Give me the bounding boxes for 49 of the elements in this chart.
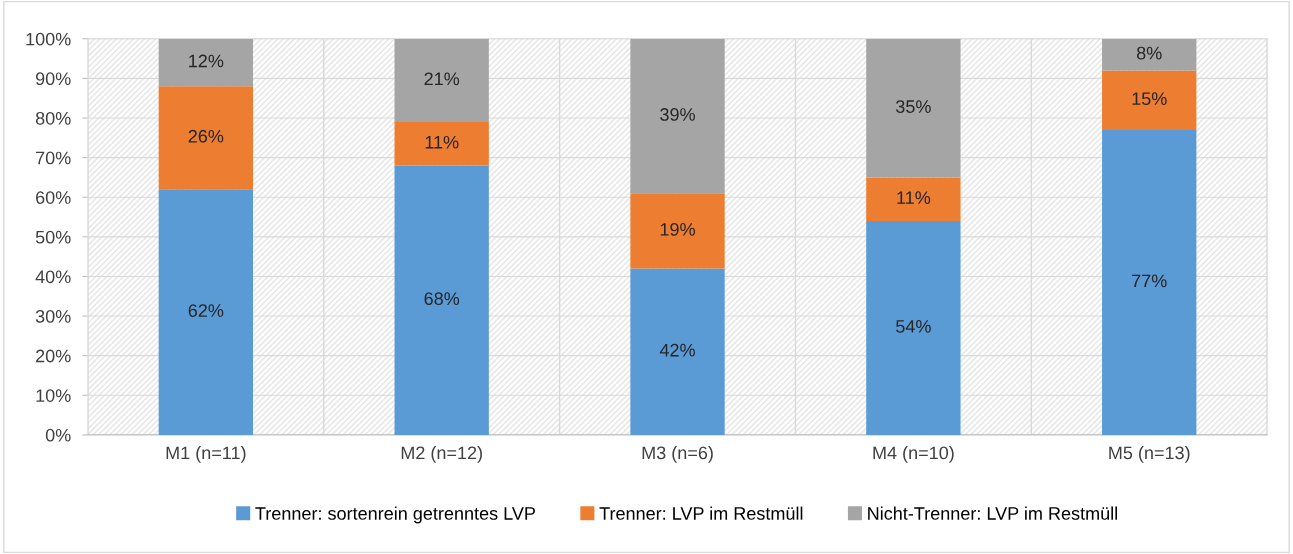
y-tick-label: 40%	[35, 270, 71, 284]
x-tick-label: M4 (n=10)	[873, 446, 954, 463]
y-tick-label: 70%	[36, 151, 71, 165]
data-label: 39%	[660, 108, 695, 121]
data-label: 54%	[896, 320, 931, 333]
data-label: 12%	[189, 54, 224, 68]
bar	[158, 38, 254, 87]
bar	[158, 189, 254, 435]
y-tick-label: 90%	[35, 72, 71, 86]
bar	[866, 220, 961, 435]
x-tick-label: M2 (n=12)	[401, 446, 482, 463]
legend-label: Trenner: sortenrein getrenntes LVP	[255, 506, 535, 524]
x-tick-label: M3 (n=6)	[642, 446, 713, 463]
legend-label: Trenner: LVP im Restmüll	[599, 506, 803, 520]
y-tick-label: 60%	[36, 191, 71, 204]
bar	[866, 177, 961, 221]
data-label: 21%	[424, 72, 460, 86]
bar	[158, 86, 254, 190]
y-tick-label: 80%	[35, 111, 71, 125]
bar	[1102, 129, 1197, 435]
data-label: 42%	[659, 343, 695, 357]
data-label: 68%	[424, 292, 460, 306]
data-label: 19%	[660, 222, 695, 236]
y-tick-label: 30%	[35, 309, 71, 323]
y-tick-label: 20%	[36, 349, 71, 363]
data-label: 11%	[425, 135, 459, 149]
y-tick-label: 100%	[26, 32, 71, 46]
legend-label: Nicht-Trenner: LVP im Restmüll	[868, 506, 1117, 520]
data-label: 77%	[1132, 274, 1167, 288]
bar	[394, 121, 489, 166]
bar	[394, 38, 489, 122]
bar	[630, 268, 725, 435]
y-tick-label: 50%	[35, 230, 71, 244]
data-label: 11%	[897, 191, 931, 204]
bar	[1102, 70, 1197, 130]
bar	[394, 165, 489, 435]
bar	[1102, 38, 1197, 71]
bar	[630, 38, 725, 194]
bar	[630, 193, 725, 269]
x-tick-label: M1 (n=11)	[166, 446, 246, 463]
y-tick-label: 10%	[36, 389, 71, 402]
data-label: 15%	[1132, 92, 1167, 106]
x-tick-label: M5 (n=13)	[1109, 446, 1190, 463]
data-label: 35%	[896, 100, 931, 113]
y-tick-label: 0%	[45, 428, 71, 442]
data-label: 8%	[1136, 46, 1162, 60]
data-label: 62%	[188, 304, 224, 317]
data-label: 26%	[188, 129, 224, 143]
bar	[866, 38, 961, 178]
